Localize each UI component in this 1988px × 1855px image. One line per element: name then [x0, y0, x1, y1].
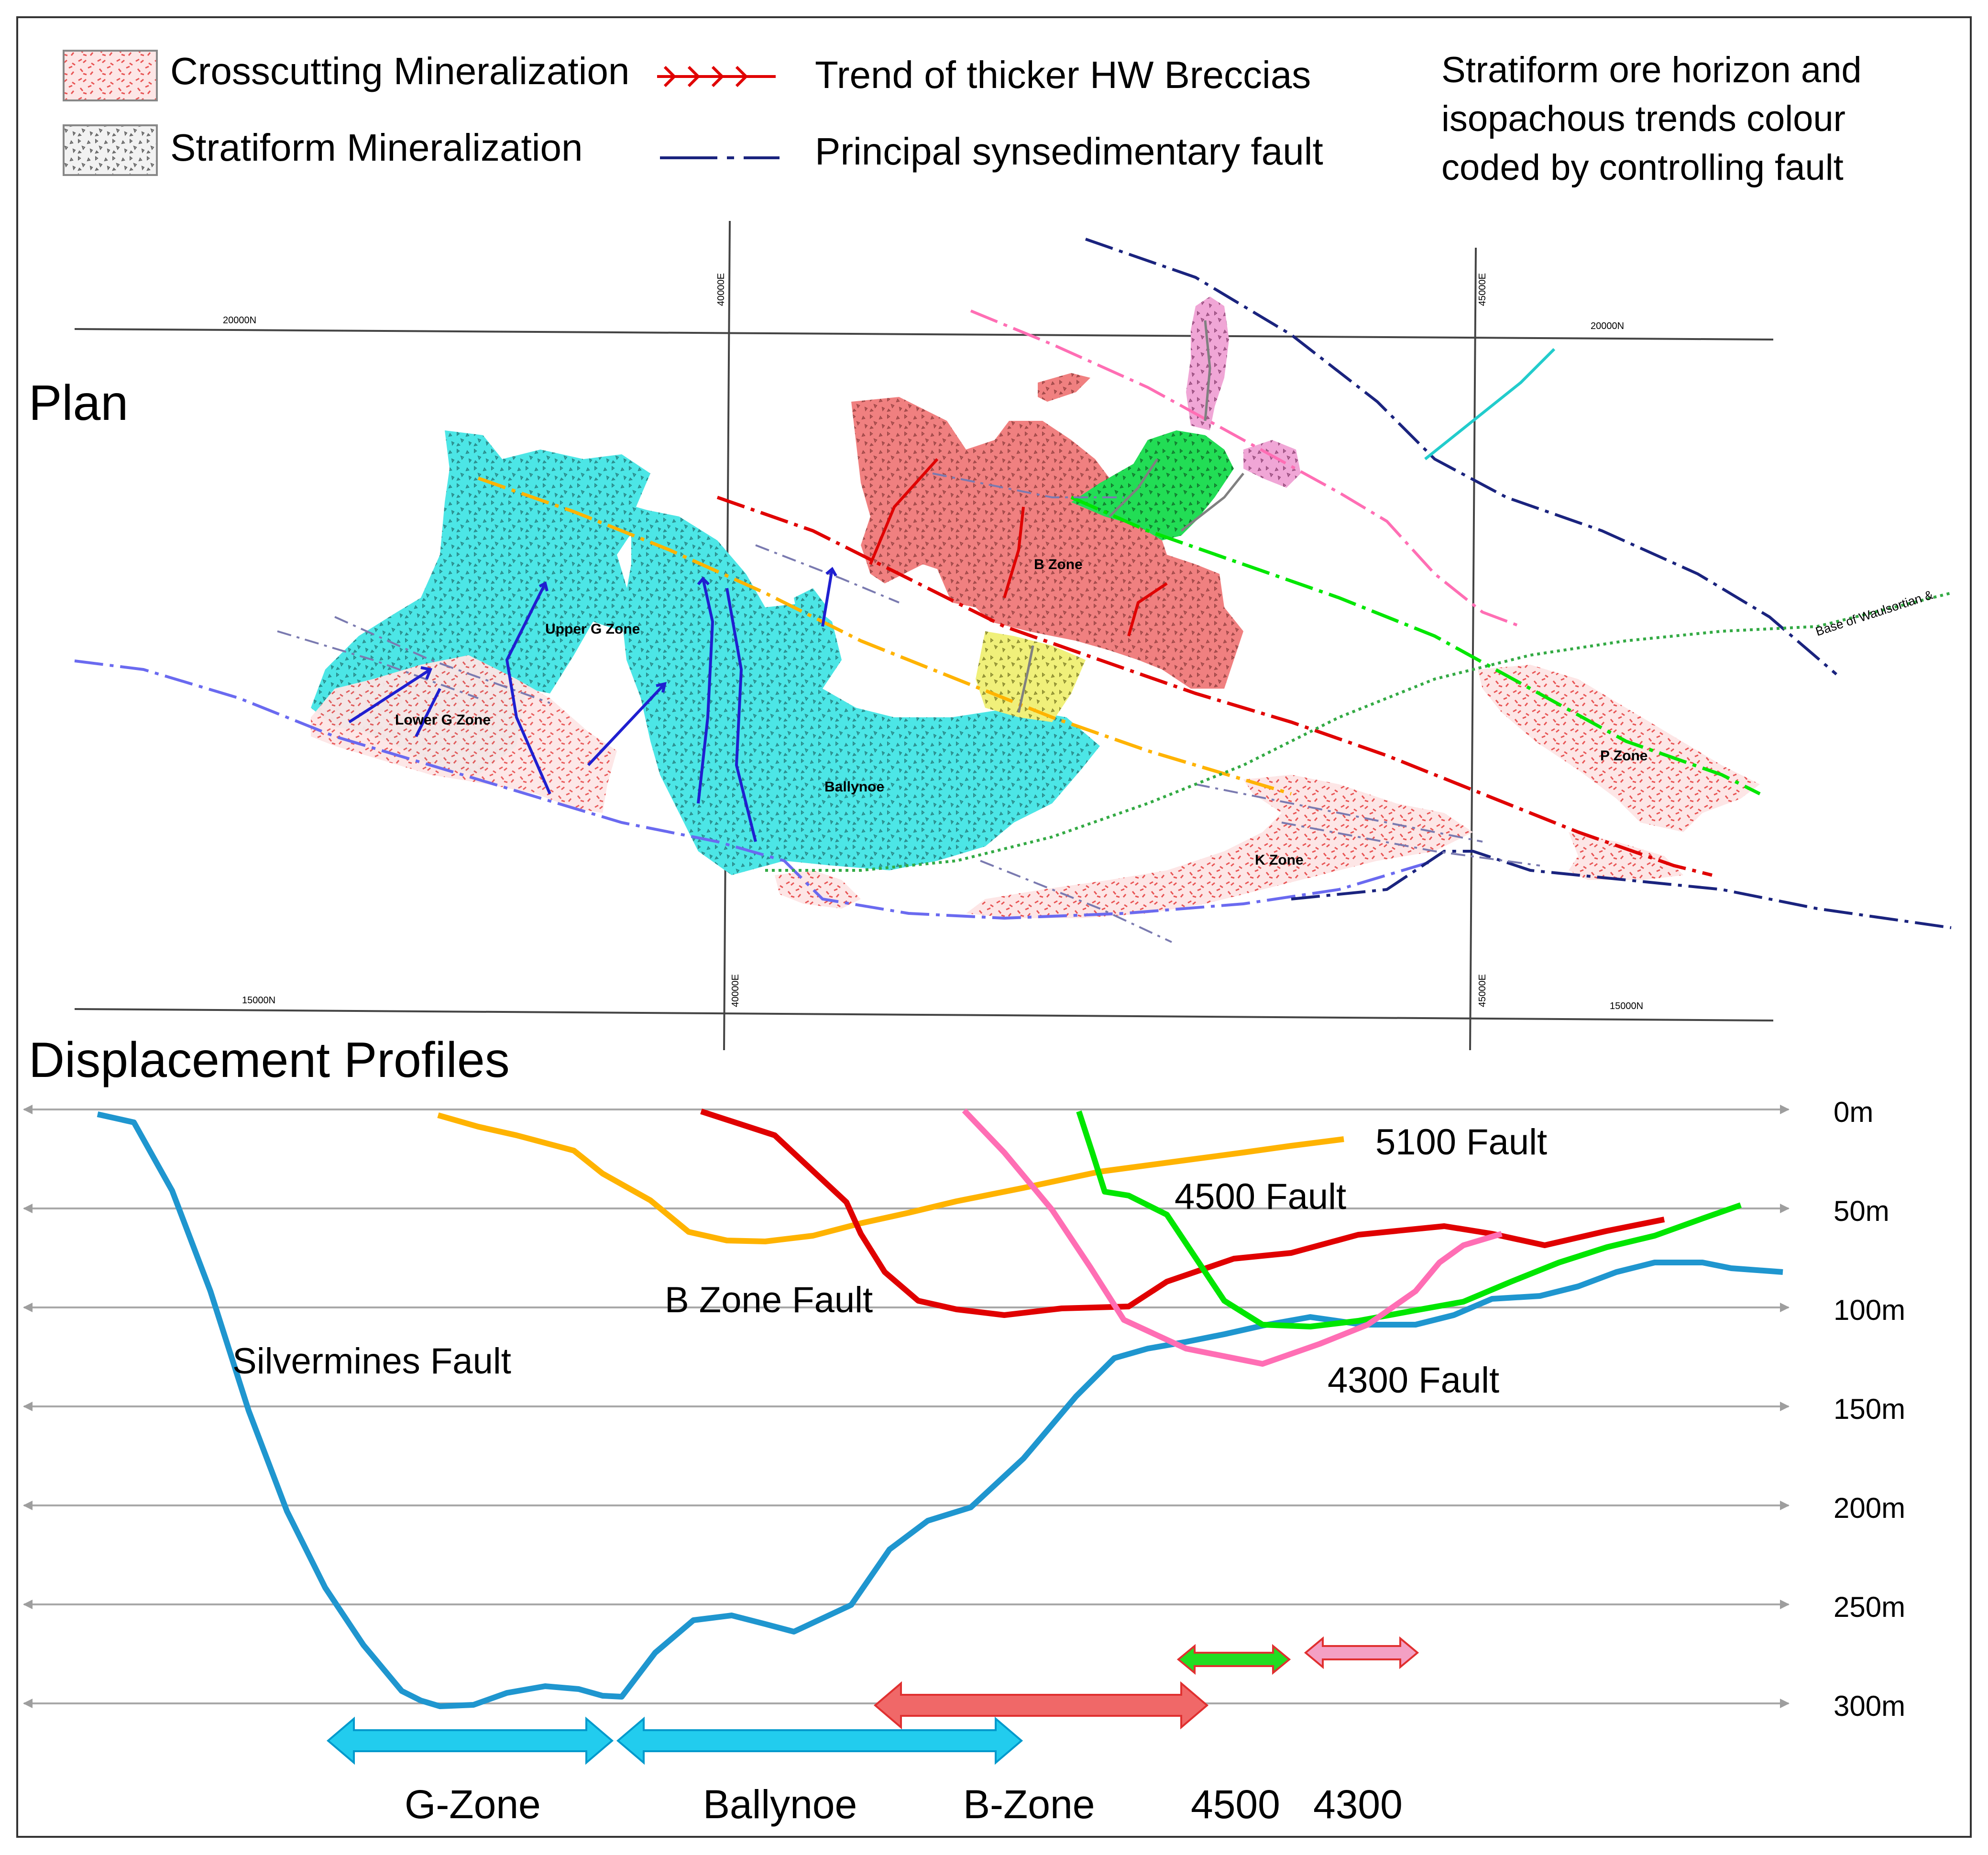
breccia-trends-red [869, 458, 1168, 637]
silvermines-fault-trace [74, 659, 1435, 920]
legend-stratiform-swatch [63, 124, 158, 176]
depth-label: 100m [1834, 1294, 1905, 1326]
b-zone-ore-body [851, 397, 1243, 689]
f4300-label: 4300 Fault [1328, 1360, 1499, 1401]
depth-label: 200m [1834, 1492, 1905, 1524]
legend-fault-label: Principal synsedimentary fault [815, 130, 1323, 173]
grid-label-n-top-right: 20000N [1591, 321, 1624, 331]
f5100-fault-trace [477, 476, 1292, 796]
breccia-trends-blue [348, 567, 837, 842]
z4500-extent-arrow [1176, 1644, 1291, 1675]
zone-label-ballynoe-profile: Ballynoe [703, 1782, 857, 1827]
depth-label: 0m [1834, 1096, 1873, 1128]
navy-fault-trace-south [1291, 850, 1952, 929]
depth-label: 50m [1834, 1195, 1889, 1227]
p-zone-tail-ore-body [1569, 832, 1683, 880]
zone-label-lower-g: Lower G Zone [395, 712, 491, 728]
depth-label: 150m [1834, 1393, 1905, 1425]
legend: Crosscutting Mineralization Stratiform M… [63, 50, 1862, 188]
zone-label-gzone-profile: G-Zone [405, 1782, 541, 1827]
f5100-label: 5100 Fault [1375, 1122, 1547, 1163]
silvermines-fault-profile [97, 1111, 1783, 1709]
grid-label-e-top-1: 40000E [716, 273, 726, 306]
legend-note-line2: isopachous trends colour [1441, 99, 1845, 139]
zone-label-4300-profile: 4300 [1313, 1782, 1403, 1827]
navy-fault-trace-north [1085, 238, 1837, 676]
f4300-fault-profile [962, 1108, 1503, 1367]
pink-ore-body-east [1243, 440, 1301, 488]
minor-fault-traces [277, 472, 1540, 943]
f4500-fault-trace [1070, 495, 1761, 796]
plan-map: 20000N 20000N 15000N 15000N 40000E 45000… [29, 220, 1952, 1051]
breccia-trend-cyan [1424, 348, 1556, 461]
k-zone-ore-body [966, 775, 1473, 918]
f4300-fault-trace [970, 309, 1522, 628]
depth-grid [23, 1105, 1790, 1708]
grid-label-n-top-left: 20000N [223, 315, 256, 326]
breccia-trends-gray [1017, 320, 1244, 713]
ballynoe-extent-arrow [616, 1716, 1023, 1765]
zone-label-ballynoe: Ballynoe [824, 779, 884, 795]
zone-label-b-zone: B Zone [1034, 557, 1083, 572]
depth-labels: 0m 50m 100m 150m 200m 250m 300m [1834, 1096, 1905, 1722]
zone-label-4500-profile: 4500 [1191, 1782, 1280, 1827]
zone-label-upper-g: Upper G Zone [545, 621, 640, 637]
upper-g-appendix-ore-body [794, 588, 827, 626]
zone-label-bzone-profile: B-Zone [963, 1782, 1095, 1827]
displacement-profiles: Displacement Profiles 0m 50m 100m 150m 200m 2… [23, 1032, 1905, 1827]
f5100-fault-profile [437, 1112, 1344, 1244]
legend-stratiform-label: Stratiform Mineralization [170, 126, 583, 169]
grid-label-n-bottom-right: 15000N [1610, 1001, 1643, 1011]
legend-breccia-trend-label: Trend of thicker HW Breccias [815, 54, 1311, 96]
b-zone-extent-arrow [873, 1681, 1209, 1730]
legend-crosscutting-swatch [63, 50, 158, 101]
profiles-title: Displacement Profiles [29, 1032, 510, 1088]
legend-crosscutting-label: Crosscutting Mineralization [170, 50, 629, 92]
zone-label-p-zone: P Zone [1600, 748, 1648, 764]
plan-grid-lines [74, 220, 1774, 1051]
grid-label-n-bottom-left: 15000N [242, 995, 275, 1006]
bzone-fault-trace [716, 495, 1713, 877]
legend-note-line1: Stratiform ore horizon and [1441, 50, 1862, 90]
depth-label: 300m [1834, 1690, 1905, 1722]
legend-breccia-trend-symbol [657, 66, 776, 88]
g-zone-extent-arrow [326, 1716, 614, 1765]
grid-label-e-bottom-2: 45000E [1477, 974, 1488, 1007]
silvermines-fault-label: Silvermines Fault [232, 1341, 511, 1382]
grid-label-e-bottom-1: 40000E [730, 974, 741, 1007]
f4500-label: 4500 Fault [1175, 1176, 1346, 1217]
f4500-fault-profile [1076, 1110, 1742, 1329]
depth-label: 250m [1834, 1591, 1905, 1623]
k-zone-west-ore-body [775, 870, 861, 909]
grid-label-e-top-2: 45000E [1477, 273, 1488, 306]
b-zone-lobe-ore-body [1038, 373, 1090, 402]
pink-ore-body-north [1186, 296, 1229, 430]
legend-note-line3: coded by controlling fault [1441, 147, 1844, 188]
plan-title: Plan [29, 375, 128, 431]
p-zone-ore-body [1478, 665, 1760, 832]
zone-label-k-zone: K Zone [1255, 852, 1304, 868]
bzone-fault-label: B Zone Fault [665, 1280, 873, 1320]
z4300-extent-arrow [1304, 1636, 1419, 1669]
